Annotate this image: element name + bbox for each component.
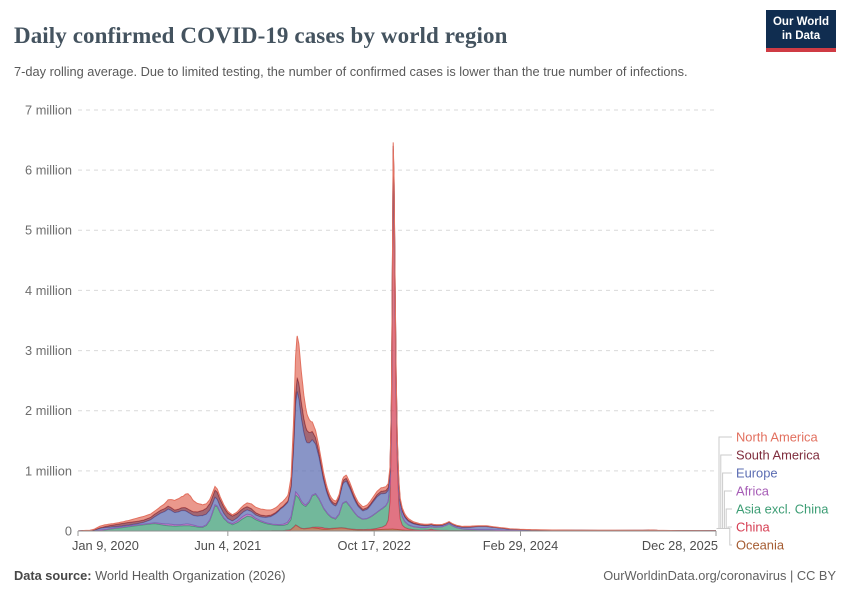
data-source-label: Data source:	[14, 568, 92, 583]
area-border-north-america	[77, 142, 717, 532]
x-tick-label: Jan 9, 2020	[72, 538, 139, 553]
data-source: Data source: World Health Organization (…	[14, 568, 285, 583]
y-tick-label: 0	[65, 523, 72, 538]
y-tick-label: 3 million	[25, 343, 72, 358]
legend-label-asia-excl-china[interactable]: Asia excl. China	[736, 502, 829, 517]
legend-label-europe[interactable]: Europe	[736, 466, 778, 481]
owid-logo-line1: Our World	[772, 16, 829, 28]
x-tick-label: Feb 29, 2024	[483, 538, 558, 553]
x-tick-label: Jun 4, 2021	[194, 538, 261, 553]
legend-connector	[716, 528, 732, 546]
y-tick-label: 6 million	[25, 163, 72, 178]
owid-logo[interactable]: Our World in Data	[765, 10, 836, 52]
y-tick-label: 7 million	[25, 102, 72, 117]
y-tick-label: 2 million	[25, 403, 72, 418]
y-tick-label: 5 million	[25, 223, 72, 238]
chart-subtitle: 7-day rolling average. Due to limited te…	[14, 63, 688, 79]
legend-label-africa[interactable]: Africa	[736, 484, 770, 499]
area-china[interactable]	[78, 174, 716, 531]
gridlines	[78, 109, 716, 472]
page-title: Daily confirmed COVID-19 cases by world …	[14, 23, 508, 49]
y-axis: 0 1 million 2 million 3 million 4 million 5 m…	[25, 102, 72, 538]
y-tick-label: 1 million	[25, 463, 72, 478]
x-axis: Jan 9, 2020 Jun 4, 2021 Oct 17, 2022 Feb 29…	[72, 531, 718, 553]
legend-label-china[interactable]: China	[736, 520, 771, 535]
x-tick-label: Dec 28, 2025	[642, 538, 718, 553]
legend-label-oceania[interactable]: Oceania	[736, 538, 785, 553]
x-tick-label: Oct 17, 2022	[338, 538, 411, 553]
credit-link[interactable]: OurWorldinData.org/coronavirus | CC BY	[603, 568, 836, 583]
y-tick-label: 4 million	[25, 283, 72, 298]
legend-label-south-america[interactable]: South America	[736, 448, 821, 463]
chart-footer: Data source: World Health Organization (…	[14, 568, 836, 583]
legend: North America South America Europe Africa As…	[716, 430, 829, 553]
legend-label-north-america[interactable]: North America	[736, 430, 818, 445]
area-layers	[77, 142, 717, 532]
data-source-value: World Health Organization (2026)	[91, 568, 286, 583]
owid-logo-line2: in Data	[781, 29, 821, 42]
